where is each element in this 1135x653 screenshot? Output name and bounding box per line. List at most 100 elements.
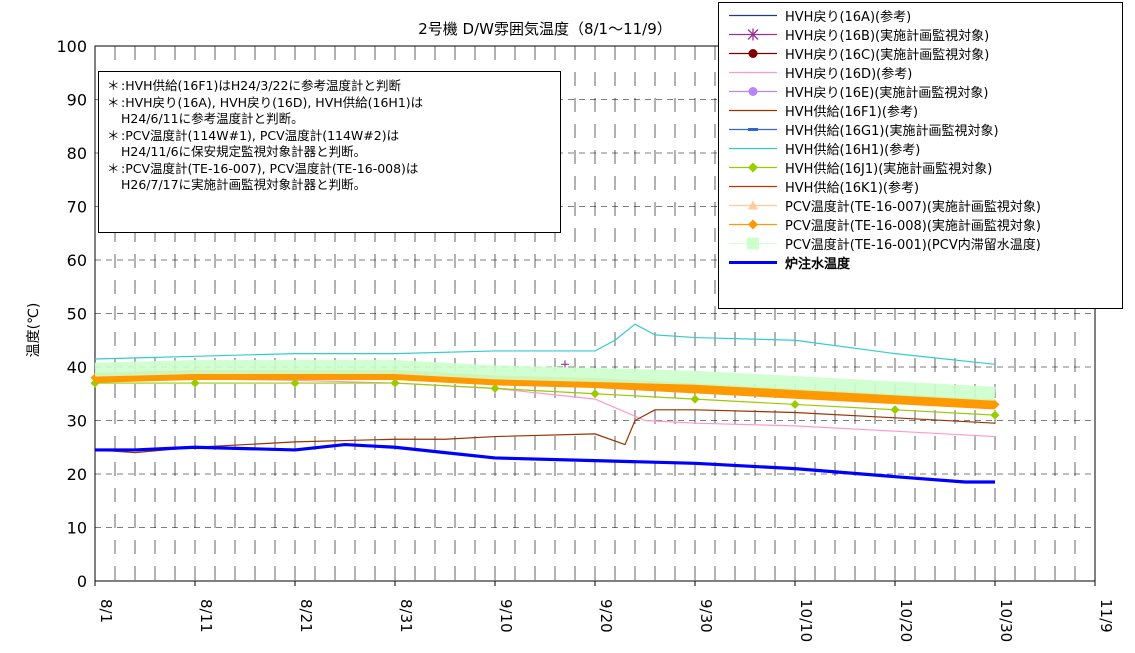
series-line	[94, 323, 996, 365]
legend-label: 炉注水温度	[785, 257, 851, 272]
note-line: ＊:HVH供給(16F1)はH24/3/22に参考温度計と判断	[107, 78, 554, 95]
legend-swatch	[729, 14, 777, 17]
legend-label: HVH供給(16F1)(参考)	[785, 105, 919, 120]
data-point	[490, 383, 500, 393]
legend-marker	[747, 28, 759, 41]
y-tick-label: 10	[67, 519, 87, 538]
y-tick-label: 60	[67, 251, 87, 270]
chart-title: 2号機 D/W雰囲気温度（8/1～11/9）	[418, 20, 672, 38]
series-7	[94, 323, 996, 365]
series-line	[94, 378, 996, 438]
series-1	[561, 360, 569, 369]
note-text: H24/6/11に参考温度計と判断。	[121, 111, 304, 126]
note-text: :HVH戻り(16A), HVH戻り(16D), HVH供給(16H1)は	[121, 94, 424, 110]
axes: 0 10 20 30 40 50 60 70 80 90 100 8/1 8/11 8/21 8/31 9/1…	[56, 37, 1115, 642]
series-line	[95, 382, 996, 416]
note-line: ＊:PCV温度計(114W#1), PCV温度計(114W#2)は	[107, 128, 554, 145]
legend-label: HVH供給(16J1)(実施計画監視対象)	[785, 162, 993, 177]
series-5	[94, 409, 996, 454]
legend-label: PCV温度計(TE-16-007)(実施計画監視対象)	[785, 200, 1041, 215]
legend-item: HVH戻り(16A)(参考)	[719, 6, 1122, 25]
legend-marker	[748, 128, 758, 131]
legend-label: HVH戻り(16D)(参考)	[785, 67, 913, 82]
series-layer	[90, 323, 1000, 484]
y-tick-label: 20	[67, 465, 87, 484]
legend-swatch	[729, 200, 777, 210]
data-point	[990, 410, 1000, 420]
legend-marker	[748, 162, 758, 173]
data-point	[890, 394, 900, 404]
legend-label: HVH戻り(16A)(参考)	[785, 10, 912, 25]
legend-swatch	[729, 147, 777, 150]
note-mark	[107, 177, 121, 194]
note-mark: ＊	[107, 94, 120, 110]
legend-swatch	[729, 87, 777, 96]
legend-marker	[748, 87, 758, 96]
note-mark: ＊	[107, 78, 120, 93]
data-point	[990, 399, 1000, 409]
y-tick-label: 30	[67, 412, 87, 431]
legend-swatch	[729, 162, 777, 173]
series-8	[90, 378, 1000, 420]
legend-item: HVH戻り(16E)(実施計画監視対象)	[719, 82, 1122, 101]
legend-marker	[748, 200, 758, 210]
note-text: :PCV温度計(114W#1), PCV温度計(114W#2)は	[121, 127, 400, 143]
legend-swatch	[729, 49, 777, 58]
legend-item: HVH供給(16K1)(参考)	[719, 177, 1122, 196]
legend-marker	[748, 49, 758, 58]
note-mark	[107, 144, 121, 161]
legend-label: HVH戻り(16C)(実施計画監視対象)	[785, 48, 990, 63]
y-tick-label: 100	[56, 37, 87, 56]
data-point	[190, 378, 200, 388]
x-tick-label: 8/11	[197, 599, 215, 633]
data-point	[290, 378, 300, 388]
legend-swatch	[729, 219, 777, 230]
series-3	[94, 378, 996, 438]
legend-item: HVH供給(16H1)(参考)	[719, 139, 1122, 158]
legend-marker	[748, 219, 758, 230]
y-tick-label: 70	[67, 198, 87, 217]
x-tick-label: 9/30	[697, 599, 715, 633]
note-line: ＊:PCV温度計(TE-16-007), PCV温度計(TE-16-008)は	[107, 161, 554, 178]
y-tick-label: 90	[67, 91, 87, 110]
legend-swatch	[729, 109, 777, 112]
x-tick-label: 9/20	[597, 599, 615, 633]
series-line	[94, 370, 996, 410]
note-text: :HVH供給(16F1)はH24/3/22に参考温度計と判断	[121, 78, 401, 93]
y-tick-label: 80	[67, 144, 87, 163]
x-tick-label: 10/30	[997, 599, 1015, 642]
legend-swatch	[729, 128, 777, 131]
legend-label: PCV温度計(TE-16-001)(PCV内滞留水温度)	[785, 238, 1041, 253]
data-point	[790, 399, 800, 409]
legend-label: HVH供給(16H1)(参考)	[785, 143, 921, 158]
legend-swatch	[729, 261, 777, 264]
note-mark	[107, 111, 121, 128]
note-line: H24/6/11に参考温度計と判断。	[107, 111, 554, 128]
legend-item: PCV温度計(TE-16-007)(実施計画監視対象)	[719, 196, 1122, 215]
legend-item: HVH供給(16G1)(実施計画監視対象)	[719, 120, 1122, 139]
series-13	[95, 442, 995, 484]
note-text: :PCV温度計(TE-16-007), PCV温度計(TE-16-008)は	[121, 160, 419, 176]
note-line: H24/11/6に保安規定監視対象計器と判断。	[107, 144, 554, 161]
legend-item: 炉注水温度	[719, 253, 1122, 272]
legend-item: PCV温度計(TE-16-008)(実施計画監視対象)	[719, 215, 1122, 234]
legend-label: HVH戻り(16B)(実施計画監視対象)	[785, 29, 990, 44]
legend-item: HVH供給(16J1)(実施計画監視対象)	[719, 158, 1122, 177]
legend-swatch	[729, 71, 777, 74]
data-point	[890, 405, 900, 415]
series-line	[94, 360, 996, 401]
notes-box: ＊:HVH供給(16F1)はH24/3/22に参考温度計と判断＊:HVH戻り(1…	[98, 71, 561, 233]
legend-marker	[747, 237, 759, 250]
y-axis-label: 温度(℃)	[26, 303, 42, 358]
note-line: H26/7/17に実施計画監視対象計器と判断。	[107, 177, 554, 194]
note-text: H24/11/6に保安規定監視対象計器と判断。	[121, 144, 367, 159]
x-tick-label: 10/20	[897, 599, 915, 642]
x-tick-label: 8/1	[97, 599, 115, 623]
legend-item: HVH戻り(16B)(実施計画監視対象)	[719, 25, 1122, 44]
x-tick-label: 9/10	[497, 599, 515, 633]
x-tick-label: 8/31	[397, 599, 415, 633]
legend: HVH戻り(16A)(参考) HVH戻り(16B)(実施計画監視対象) HVH戻り(…	[718, 2, 1123, 309]
y-tick-label: 0	[77, 572, 87, 591]
legend-swatch	[729, 185, 777, 188]
